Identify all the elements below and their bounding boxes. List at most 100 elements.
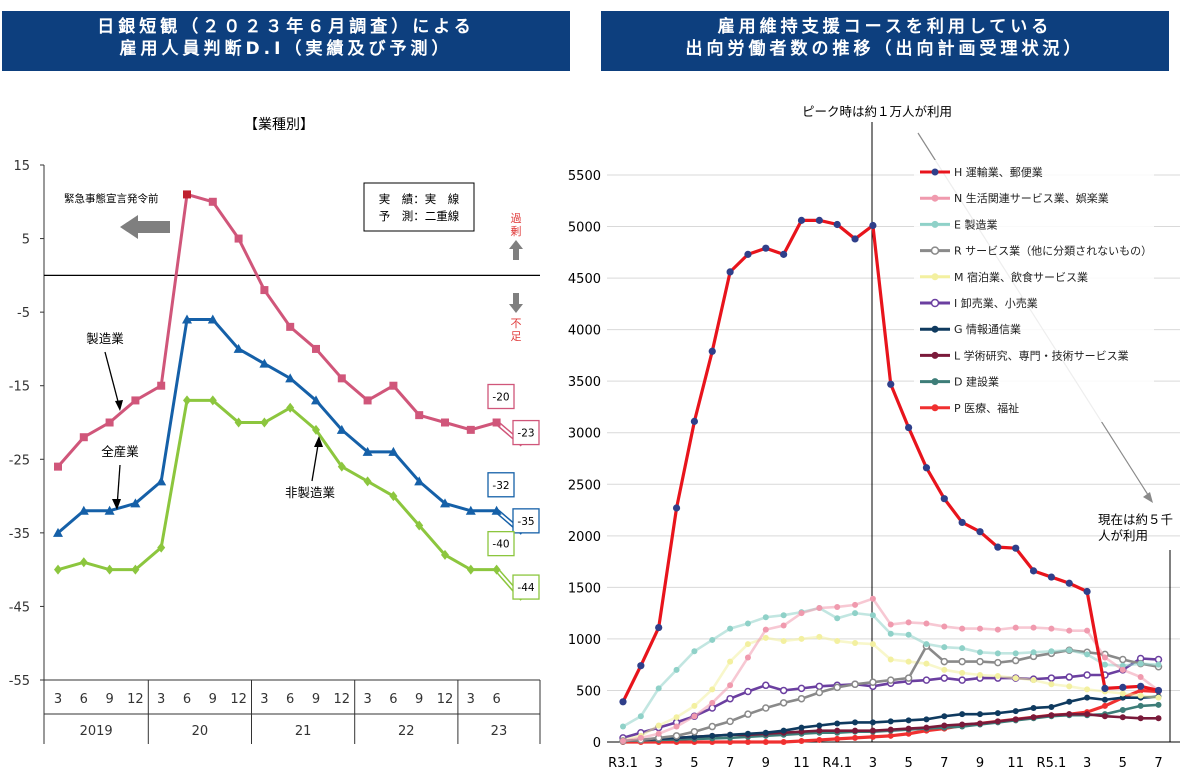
right-point-series-7	[1084, 711, 1091, 718]
right-point-series-8	[655, 736, 662, 743]
right-point-series-0	[1029, 567, 1038, 575]
left-point-manufacturing	[131, 396, 140, 405]
right-point-series-1	[887, 621, 894, 628]
right-point-series-4	[691, 702, 698, 709]
left-actual-label-non: -40	[492, 539, 509, 551]
right-point-series-2	[994, 650, 1001, 657]
left-x-year-label: 22	[398, 724, 415, 739]
right-point-series-9	[941, 725, 948, 732]
right-x-tick-label: R4.1	[822, 756, 852, 771]
right-legend-swatch-marker	[931, 194, 939, 202]
emergency-annotation: 緊急事態宣言発令前	[64, 192, 159, 205]
right-legend-label: I 卸売業、小売業	[954, 296, 1038, 310]
right-point-series-8	[852, 728, 859, 735]
right-point-series-5	[1011, 674, 1020, 682]
right-point-series-0	[869, 221, 877, 230]
right-point-series-3	[869, 678, 877, 686]
right-legend-swatch-marker	[931, 273, 939, 281]
right-point-series-7	[1012, 716, 1019, 723]
right-point-series-2	[1048, 648, 1055, 655]
right-point-series-9	[1066, 711, 1073, 718]
left-header-line1: 日銀短観（２０２３年６月調査）による	[97, 17, 475, 37]
right-legend-label: H 運輸業、郵便業	[954, 165, 1043, 179]
left-point-manufacturing	[441, 418, 449, 427]
right-point-series-3	[851, 680, 859, 689]
right-point-series-5	[672, 718, 681, 727]
left-legend-actual: 実 績：実 線	[379, 192, 460, 206]
right-point-series-9	[887, 732, 894, 739]
right-point-series-6	[780, 727, 787, 734]
left-point-all	[156, 476, 167, 486]
right-point-series-6	[1048, 703, 1055, 710]
right-point-series-9	[1119, 694, 1126, 701]
right-point-series-9	[1012, 716, 1019, 723]
right-point-series-4	[977, 671, 983, 678]
left-point-manufacturing	[157, 381, 166, 390]
right-point-series-5	[887, 679, 895, 687]
right-point-series-0	[994, 543, 1002, 551]
left-point-all	[491, 505, 502, 515]
right-point-series-2	[941, 644, 948, 651]
left-y-tick-label: -45	[9, 600, 30, 615]
left-point-non	[466, 564, 475, 575]
right-point-series-4	[1048, 681, 1055, 688]
right-point-series-7	[834, 727, 841, 734]
right-point-series-1	[923, 620, 930, 627]
right-point-series-4	[1137, 692, 1144, 699]
left-point-manufacturing	[208, 197, 217, 206]
right-point-series-8	[1012, 717, 1019, 724]
left-actual-label-manufacturing: -20	[492, 392, 509, 404]
right-point-series-8	[977, 721, 983, 728]
left-y-tick-label: 5	[22, 233, 30, 248]
left-x-month-label: 3	[467, 692, 475, 707]
right-point-series-5	[1083, 671, 1091, 679]
left-point-non	[105, 564, 114, 575]
left-point-all	[285, 373, 296, 383]
right-point-series-3	[637, 736, 645, 744]
right-point-series-2	[1137, 660, 1144, 667]
left-point-non	[260, 417, 269, 428]
right-point-series-5	[1029, 675, 1038, 683]
right-point-series-9	[744, 739, 751, 745]
right-legend-label: M 宿泊業、飲食サービス業	[954, 270, 1088, 284]
right-point-series-6	[869, 719, 876, 726]
right-point-series-8	[798, 730, 805, 737]
right-point-series-5	[904, 677, 913, 685]
left-point-non	[492, 564, 501, 575]
right-point-series-0	[1012, 544, 1020, 552]
right-point-series-4	[905, 658, 912, 665]
right-point-series-4	[1066, 683, 1073, 690]
left-header-line2: 雇用人員判断D.I（実績及び予測）	[119, 39, 453, 59]
left-point-non	[389, 491, 398, 502]
left-forecast-label-box-all	[512, 508, 540, 534]
right-point-series-8	[959, 723, 966, 730]
right-point-series-2	[727, 625, 734, 632]
right-legend-swatch-marker	[931, 378, 939, 386]
right-point-series-8	[834, 729, 841, 736]
right-point-series-2	[816, 604, 823, 611]
right-point-series-8	[816, 729, 823, 736]
right-point-series-7	[852, 727, 859, 734]
right-point-series-6	[709, 732, 716, 739]
right-point-series-3	[994, 658, 1002, 667]
right-point-series-5	[1119, 666, 1127, 674]
left-series-label-non: 非製造業	[285, 485, 336, 500]
right-legend-swatch-marker	[930, 246, 940, 255]
right-point-series-1	[1101, 654, 1108, 661]
right-point-series-8	[1066, 712, 1073, 719]
right-x-tick-label: 7	[1154, 756, 1162, 771]
right-point-series-0	[1119, 683, 1127, 691]
left-point-all	[130, 498, 141, 508]
right-point-series-7	[941, 722, 948, 729]
right-point-series-8	[994, 719, 1001, 726]
left-series-label-all: 全産業	[101, 444, 139, 459]
right-point-series-8	[887, 727, 894, 734]
right-point-series-6	[1155, 693, 1162, 700]
right-point-series-1	[727, 682, 734, 689]
right-point-series-0	[1065, 579, 1073, 587]
left-x-month-label: 6	[286, 692, 294, 707]
right-point-series-2	[691, 648, 698, 655]
right-point-series-1	[994, 626, 1001, 633]
right-y-tick-label: 0	[593, 736, 601, 751]
left-point-non	[363, 476, 372, 487]
